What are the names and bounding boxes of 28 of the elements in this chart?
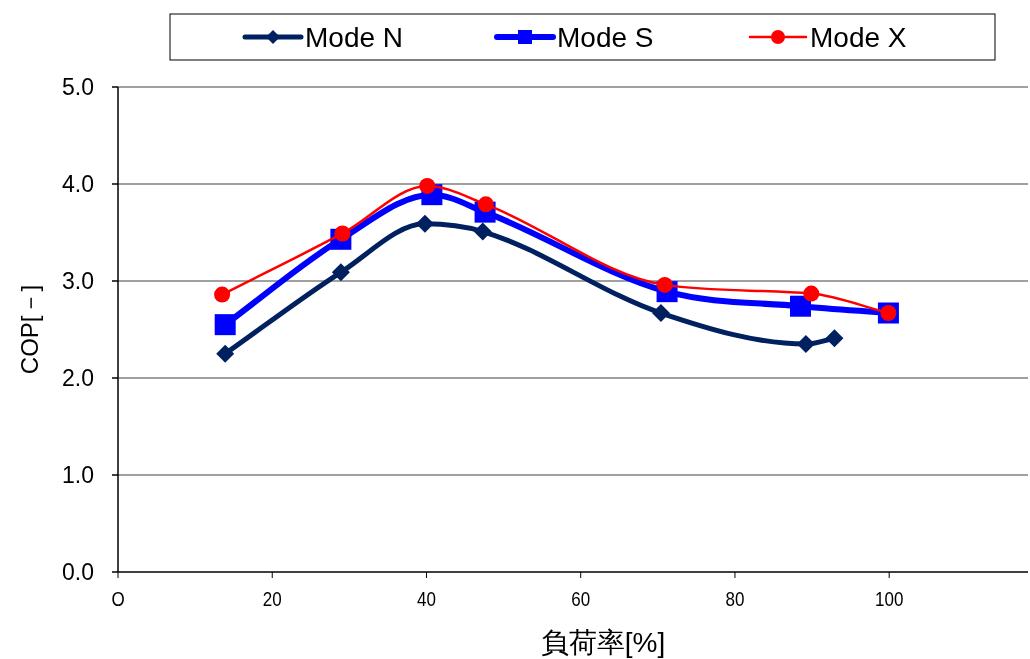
point bbox=[473, 222, 492, 241]
point bbox=[214, 314, 236, 336]
legend-label: Mode X bbox=[810, 22, 907, 53]
y-tick-label: 2.0 bbox=[62, 365, 94, 391]
point bbox=[216, 344, 235, 363]
x-tick-label: O bbox=[111, 587, 125, 611]
y-tick-label: 1.0 bbox=[62, 462, 94, 488]
x-axis-title: 負荷率[%] bbox=[540, 627, 666, 658]
x-tick-label: 100 bbox=[875, 587, 904, 611]
y-axis-title: COP[－] bbox=[16, 284, 43, 375]
y-tick-label: 5.0 bbox=[62, 74, 94, 100]
y-tick-label: 3.0 bbox=[62, 268, 94, 294]
point bbox=[651, 304, 670, 323]
point bbox=[415, 214, 434, 233]
legend-label: Mode S bbox=[557, 22, 654, 53]
x-tick-label: 80 bbox=[725, 587, 745, 611]
x-tick-label: 20 bbox=[262, 587, 282, 611]
legend-label: Mode N bbox=[305, 22, 404, 53]
x-tick-label: 60 bbox=[571, 587, 591, 611]
point bbox=[419, 177, 436, 194]
x-tick-label: 40 bbox=[417, 587, 436, 611]
y-tick-label: 4.0 bbox=[62, 171, 94, 197]
point bbox=[825, 329, 844, 348]
y-tick-label: 0.0 bbox=[62, 559, 94, 585]
point bbox=[803, 285, 820, 302]
point bbox=[790, 295, 811, 317]
point bbox=[214, 286, 231, 303]
point bbox=[331, 263, 350, 282]
